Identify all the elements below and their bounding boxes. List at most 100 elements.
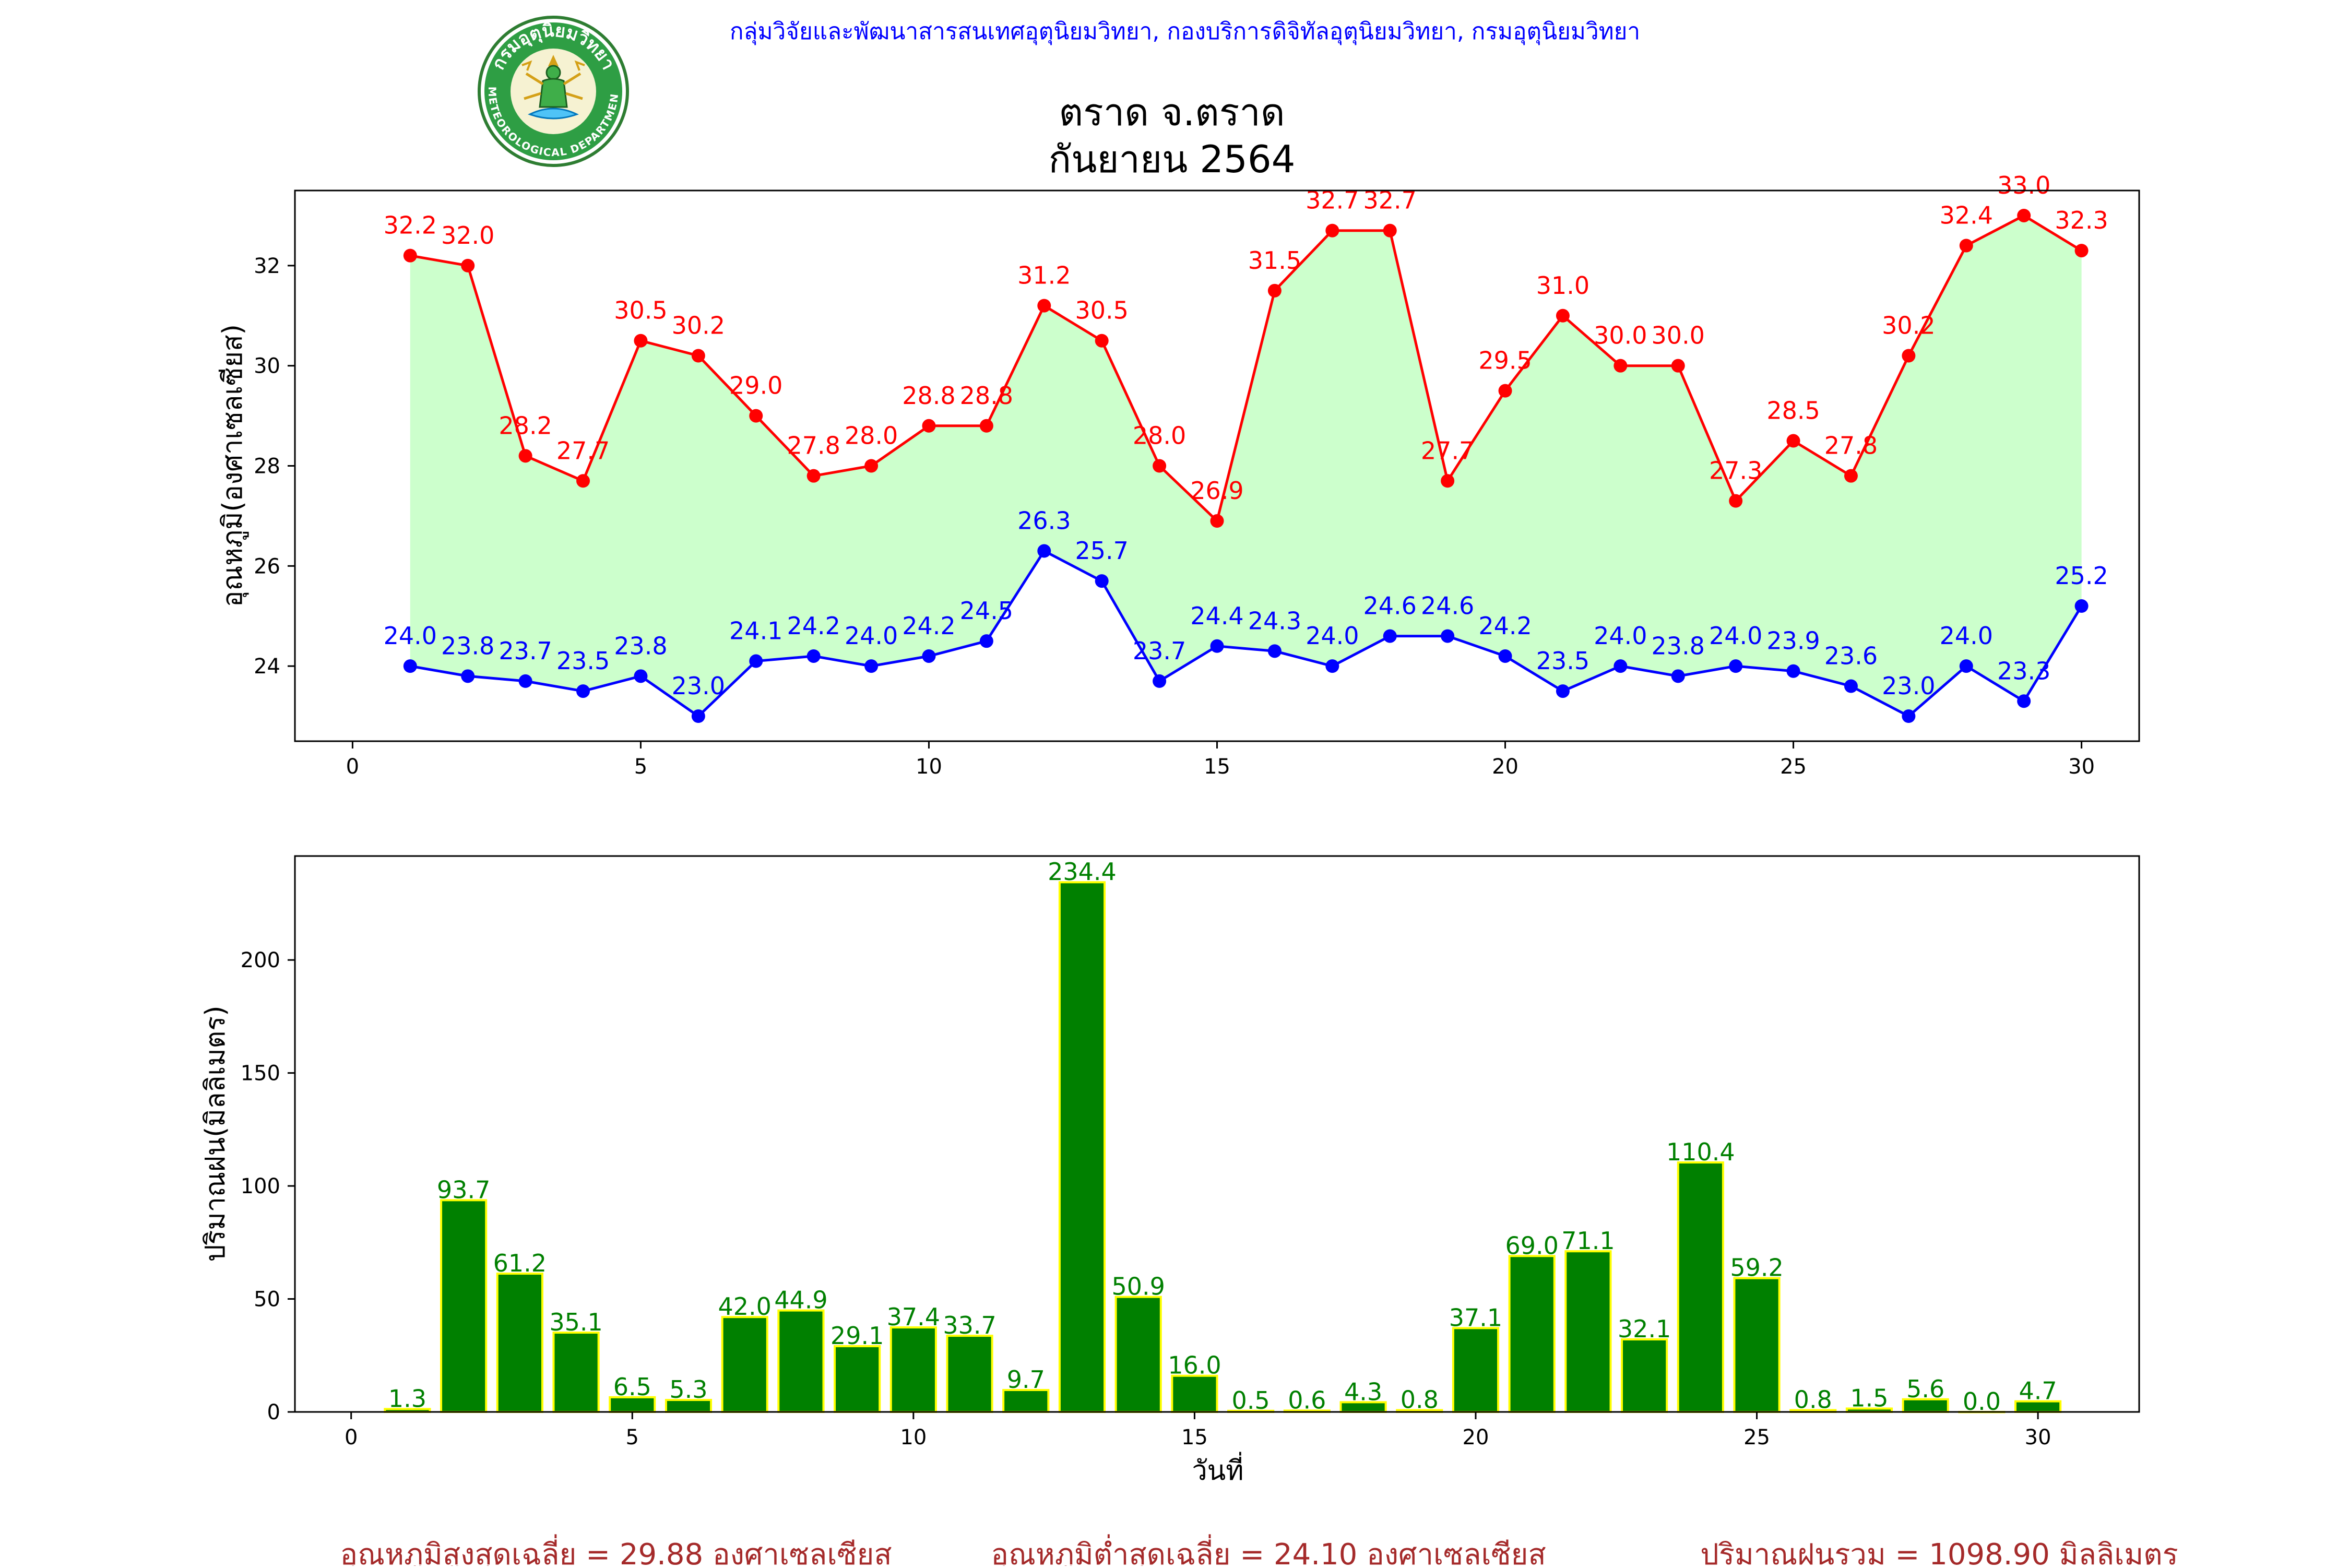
min-temp-line	[410, 549, 2083, 718]
min-temp-point	[979, 634, 993, 648]
min-temp-label: 23.8	[1652, 632, 1705, 660]
rainfall-bar	[440, 1199, 488, 1413]
temperature-plot-area: 32.2 32.028.227.730.530.229.027.8 28.028.8…	[384, 171, 2108, 723]
min-temp-label: 23.7	[499, 637, 552, 665]
max-temp-point	[1844, 469, 1858, 483]
max-temp-point	[1902, 349, 1916, 363]
rainfall-bar	[1114, 1296, 1162, 1413]
rainfall-y-tick-label: 150	[241, 1062, 280, 1086]
min-temp-point	[1210, 639, 1224, 653]
max-temp-point	[806, 469, 821, 483]
max-temp-label: 29.5	[1478, 347, 1532, 375]
min-temp-point	[691, 709, 705, 723]
min-temp-point	[1095, 574, 1109, 588]
max-temp-label: 30.0	[1594, 322, 1647, 350]
temperature-y-axis-label: อุณหภูมิ(องศาเซลเซียส)	[217, 324, 249, 607]
min-temp-point	[1267, 644, 1282, 658]
rainfall-y-tick-label: 100	[241, 1174, 280, 1198]
max-temp-line	[410, 214, 2082, 524]
rainfall-bar	[1733, 1277, 1781, 1413]
rainfall-bar-label: 69.0	[1505, 1231, 1558, 1260]
min-temp-label: 24.0	[384, 622, 437, 650]
max-temp-point	[864, 459, 879, 473]
min-temp-label: 23.7	[1133, 637, 1186, 665]
max-temp-label: 29.0	[729, 372, 782, 400]
max-temp-point	[1498, 384, 1512, 398]
max-temp-point	[634, 334, 648, 348]
rainfall-bar-label: 1.5	[1850, 1384, 1888, 1412]
rainfall-bar-label: 4.3	[1344, 1377, 1382, 1406]
min-temp-point	[403, 659, 417, 673]
rainfall-bar-label: 71.1	[1561, 1227, 1615, 1255]
max-temp-point	[461, 258, 475, 272]
rainfall-bar	[721, 1316, 768, 1413]
rainfall-bar-label: 59.2	[1730, 1254, 1783, 1282]
rainfall-bar-label: 4.7	[2019, 1377, 2057, 1405]
max-temp-point	[979, 419, 993, 433]
max-temp-point	[1325, 223, 1339, 237]
rainfall-bar	[1564, 1250, 1612, 1413]
rainfall-y-axis-label: ปริมาณฝน(มิลลิเมตร)	[200, 1005, 231, 1262]
max-temp-point	[2074, 244, 2089, 258]
min-temp-point	[634, 669, 648, 683]
rainfall-x-tick-label: 20	[1463, 1426, 1489, 1450]
max-temp-label: 28.8	[960, 382, 1013, 410]
min-temp-point	[806, 649, 821, 663]
min-temp-point	[1959, 659, 1973, 673]
min-temp-point	[1844, 679, 1858, 693]
max-temp-label: 27.3	[1709, 457, 1762, 485]
max-temp-point	[576, 474, 590, 488]
rainfall-bar	[946, 1335, 993, 1413]
max-temp-point	[1614, 359, 1628, 373]
max-temp-label: 28.5	[1766, 397, 1820, 425]
rainfall-chart: 1.3 93.7 61.2 35.1 6.5 5.3 42.0 44.929.137.4 33.…	[200, 855, 2140, 1487]
temperature-range-fill	[410, 216, 2082, 716]
min-temp-label: 23.6	[1824, 642, 1878, 670]
max-temp-label: 28.0	[845, 422, 898, 450]
max-temp-label: 27.7	[556, 436, 610, 465]
min-temp-label: 26.3	[1017, 507, 1071, 535]
temperature-y-tick-label: 24	[254, 655, 280, 679]
max-temp-label: 26.9	[1190, 477, 1243, 505]
rainfall-y-tick-label: 0	[267, 1400, 280, 1424]
rainfall-bar	[1058, 881, 1106, 1413]
footer-avg-min-temp: อุณหภูมิต่ำสุดเฉลี่ย = 24.10 องศาเซลเซีย…	[991, 1534, 1546, 1566]
min-temp-point	[1153, 674, 1167, 688]
max-temp-point	[1267, 283, 1282, 298]
temperature-chart: 32.2 32.028.227.730.530.229.027.8 28.028.8…	[217, 171, 2140, 779]
rainfall-x-tick-label: 0	[345, 1426, 358, 1450]
min-temp-point	[1902, 709, 1916, 723]
max-temp-label: 30.2	[1882, 312, 1935, 340]
max-temp-label: 28.0	[1133, 422, 1186, 450]
min-temp-label: 24.6	[1363, 592, 1417, 620]
rainfall-y-axis: 0 50 100 150 200	[241, 948, 295, 1424]
min-temp-label: 23.0	[672, 672, 725, 700]
rainfall-bar-label: 9.7	[1007, 1365, 1045, 1394]
min-temp-point	[1498, 649, 1512, 663]
temperature-x-tick-label: 20	[1492, 755, 1518, 779]
max-temp-point	[1153, 459, 1167, 473]
max-temp-label: 27.7	[1421, 436, 1474, 465]
rainfall-bar-label: 5.6	[1906, 1375, 1944, 1403]
footer-total-rain: ปริมาณฝนรวม = 1098.90 มิลลิเมตร	[1700, 1538, 2178, 1566]
min-temp-point	[1037, 544, 1051, 558]
rainfall-bar-label: 37.1	[1449, 1303, 1502, 1332]
rainfall-bar	[496, 1273, 543, 1413]
max-temp-point	[749, 409, 763, 423]
min-temp-point	[1671, 669, 1685, 683]
min-temp-point	[2074, 599, 2089, 613]
max-temp-point	[1383, 223, 1397, 237]
min-temp-label: 24.6	[1421, 592, 1474, 620]
min-temp-label: 23.5	[556, 647, 610, 675]
max-temp-point	[2017, 208, 2031, 222]
max-temp-point	[1037, 299, 1051, 313]
temperature-y-tick-label: 30	[254, 354, 280, 378]
rainfall-bar	[1621, 1338, 1668, 1413]
temperature-x-tick-label: 25	[1780, 755, 1807, 779]
min-temp-point	[2017, 694, 2031, 708]
rainfall-y-tick-label: 50	[254, 1288, 280, 1312]
rainfall-bar	[777, 1309, 825, 1413]
min-temp-point	[576, 684, 590, 698]
min-temp-point	[1729, 659, 1743, 673]
rainfall-bar-label: 1.3	[388, 1384, 426, 1412]
